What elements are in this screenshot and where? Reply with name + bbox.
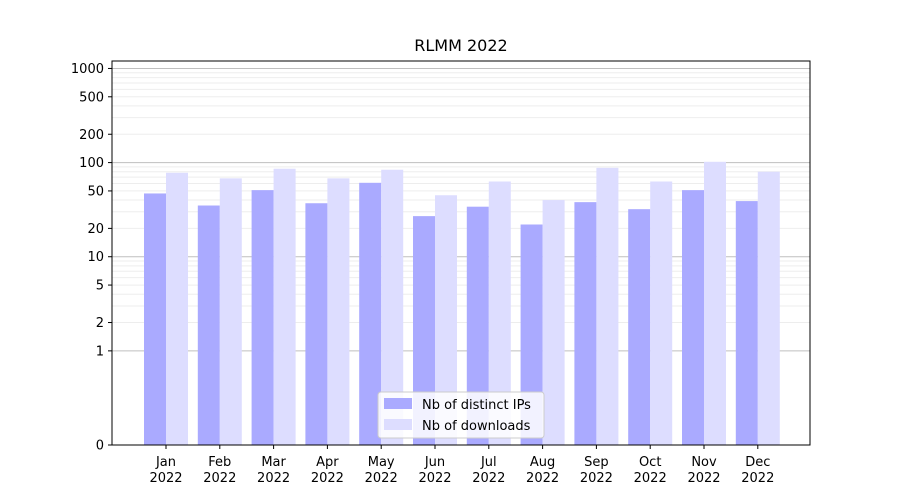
x-tick-label-month: Jan: [155, 455, 176, 470]
bar-downloads: [596, 167, 619, 445]
y-tick-label: 2: [96, 316, 104, 331]
bar-downloads: [757, 171, 780, 445]
x-tick-label-year: 2022: [634, 471, 667, 486]
y-tick-label: 100: [79, 156, 104, 171]
bar-distinct-ips: [251, 190, 274, 445]
bar-distinct-ips: [413, 216, 435, 445]
y-tick-label: 1000: [71, 62, 104, 77]
y-tick-label: 20: [87, 222, 104, 237]
bars: [144, 161, 780, 445]
bar-downloads: [488, 181, 511, 445]
x-tick-label-year: 2022: [580, 471, 613, 486]
y-axis: 0 1 2 5 10 20 50 100 200 500 1000: [71, 62, 112, 454]
bar-downloads: [166, 172, 188, 445]
chart-title: RLMM 2022: [414, 36, 507, 55]
y-tick-label: 50: [87, 184, 104, 199]
legend-box: [377, 391, 545, 439]
bar-distinct-ips: [682, 190, 704, 445]
x-tick-label-year: 2022: [203, 471, 236, 486]
bar-downloads: [435, 195, 457, 445]
bar-downloads: [219, 178, 242, 445]
y-tick-label: 200: [79, 128, 104, 143]
legend: Nb of distinct IPs Nb of downloads: [377, 391, 545, 439]
bar-downloads: [704, 161, 726, 445]
x-tick-label-year: 2022: [687, 471, 720, 486]
x-tick-label-month: Feb: [208, 455, 231, 470]
x-tick-label-year: 2022: [526, 471, 559, 486]
legend-swatch-distinct-ips: [384, 398, 412, 409]
x-tick-label-month: Jun: [424, 455, 445, 470]
x-tick-label-month: Aug: [530, 455, 555, 470]
x-tick-label-year: 2022: [311, 471, 344, 486]
x-tick-label-month: Sep: [584, 455, 609, 470]
y-tick-label: 0: [96, 439, 104, 454]
bar-downloads: [273, 168, 296, 445]
bar-downloads: [381, 169, 404, 445]
y-tick-label: 5: [96, 279, 104, 294]
bar-distinct-ips: [628, 209, 651, 445]
bar-downloads: [542, 200, 565, 445]
y-tick-label: 500: [79, 90, 104, 105]
x-tick-label-year: 2022: [257, 471, 290, 486]
x-tick-label-month: Apr: [316, 455, 339, 470]
x-tick-label-month: Mar: [261, 455, 286, 470]
x-tick-label-month: Nov: [691, 455, 717, 470]
x-tick-label-year: 2022: [418, 471, 451, 486]
bar-distinct-ips: [466, 206, 489, 445]
bar-distinct-ips: [197, 205, 220, 445]
x-tick-label-year: 2022: [149, 471, 182, 486]
legend-label-downloads: Nb of downloads: [422, 419, 531, 434]
x-tick-label-year: 2022: [741, 471, 774, 486]
bar-downloads: [327, 178, 350, 445]
x-tick-label-month: Oct: [639, 455, 661, 470]
x-tick-label-year: 2022: [365, 471, 398, 486]
legend-label-distinct-ips: Nb of distinct IPs: [422, 398, 531, 413]
x-tick-label-month: Jul: [480, 455, 497, 470]
bar-distinct-ips: [305, 203, 328, 445]
y-tick-label: 1: [96, 344, 104, 359]
x-tick-label-month: May: [368, 455, 395, 470]
bar-downloads: [650, 181, 673, 445]
bar-distinct-ips: [144, 193, 166, 445]
y-tick-label: 10: [87, 250, 104, 265]
legend-swatch-downloads: [384, 419, 412, 430]
bar-distinct-ips: [520, 224, 543, 445]
bar-distinct-ips: [359, 182, 382, 445]
x-axis: Jan2022Feb2022Mar2022Apr2022May2022Jun20…: [149, 445, 774, 486]
plot-frame: [111, 60, 811, 446]
bar-distinct-ips: [574, 202, 597, 445]
x-tick-label-year: 2022: [472, 471, 505, 486]
bar-distinct-ips: [735, 201, 758, 445]
x-tick-label-month: Dec: [745, 455, 770, 470]
